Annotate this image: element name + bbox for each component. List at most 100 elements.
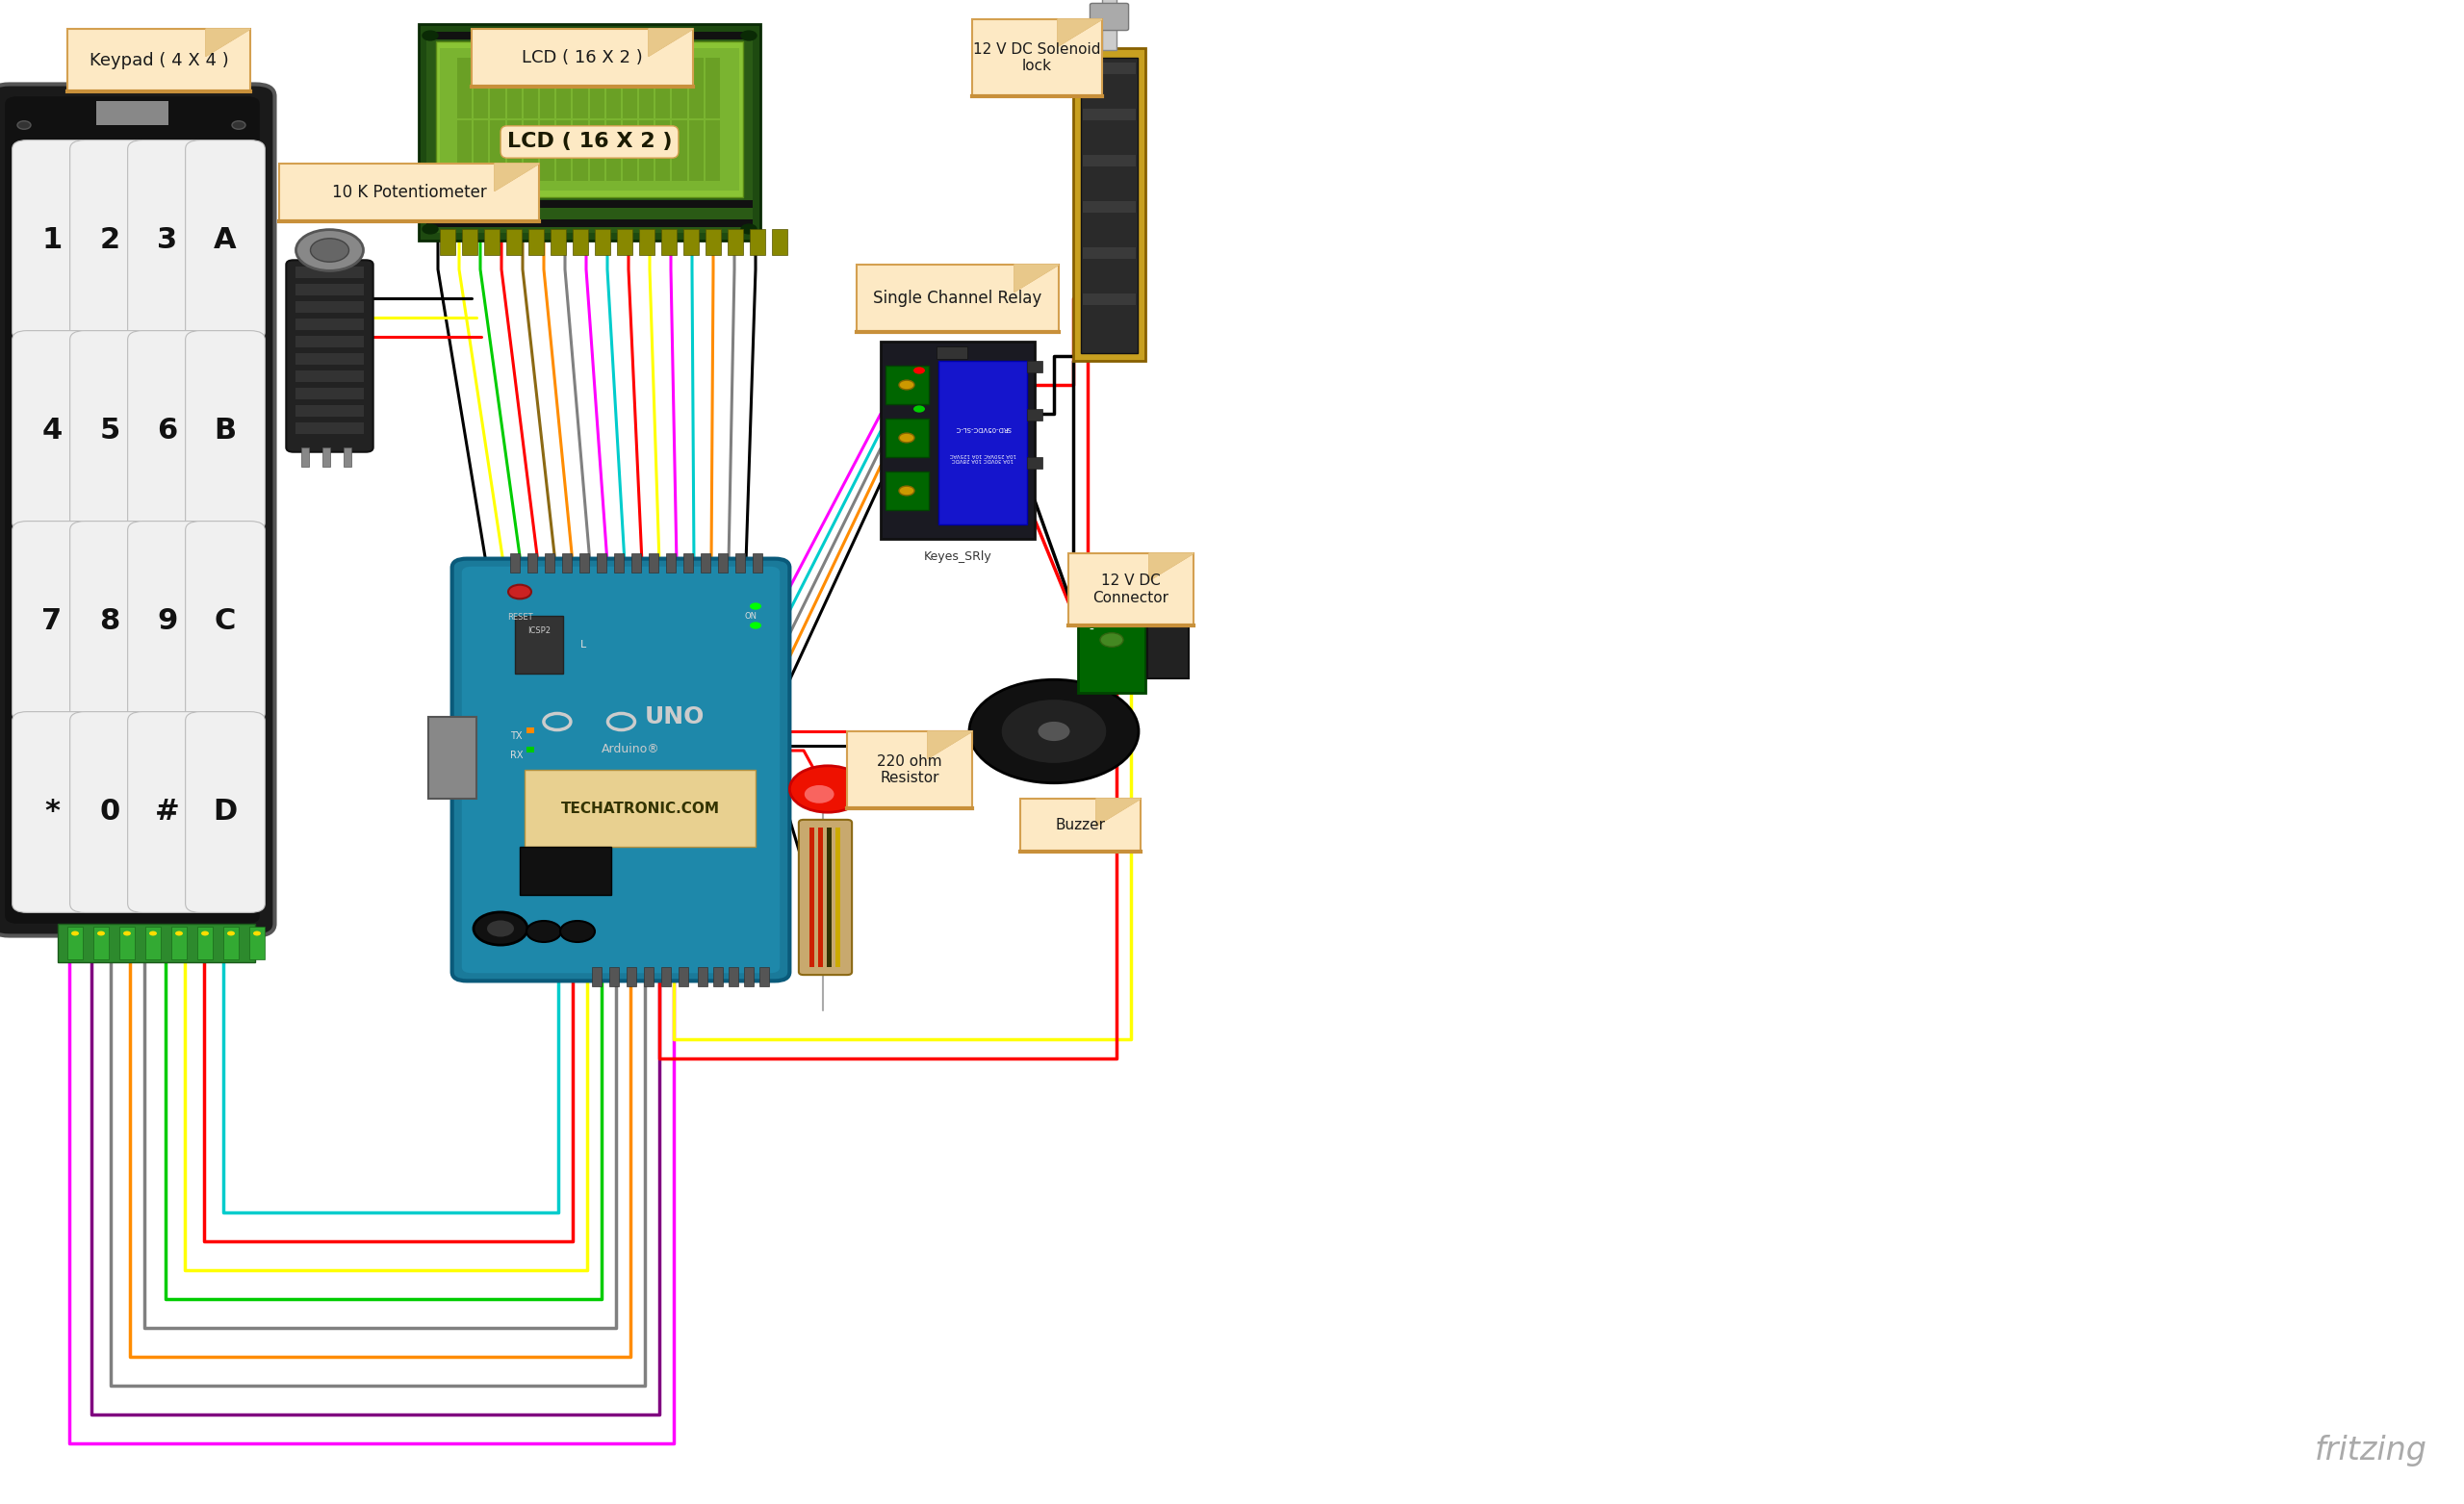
Bar bbox=[835, 827, 840, 967]
Circle shape bbox=[742, 224, 756, 233]
Text: RESET: RESET bbox=[508, 614, 532, 621]
Bar bbox=[811, 827, 813, 967]
Circle shape bbox=[899, 381, 914, 390]
Bar bbox=[515, 615, 564, 674]
Text: B: B bbox=[214, 417, 237, 445]
FancyBboxPatch shape bbox=[286, 260, 372, 453]
Bar bbox=[296, 335, 365, 347]
FancyBboxPatch shape bbox=[185, 331, 266, 531]
FancyBboxPatch shape bbox=[885, 418, 929, 457]
Bar bbox=[557, 120, 572, 180]
Circle shape bbox=[421, 32, 439, 41]
Text: 220 ohm
Resistor: 220 ohm Resistor bbox=[877, 754, 941, 785]
Circle shape bbox=[899, 433, 914, 442]
Text: 0: 0 bbox=[99, 799, 121, 826]
Bar bbox=[342, 448, 352, 466]
Bar bbox=[527, 728, 535, 734]
Bar bbox=[673, 57, 687, 119]
Bar bbox=[527, 229, 545, 256]
Bar bbox=[296, 370, 365, 382]
FancyBboxPatch shape bbox=[1074, 48, 1146, 361]
Bar bbox=[429, 717, 476, 799]
Bar bbox=[697, 967, 707, 987]
Text: ICSP2: ICSP2 bbox=[527, 626, 549, 635]
FancyBboxPatch shape bbox=[128, 711, 207, 913]
Bar bbox=[638, 229, 655, 256]
Bar bbox=[818, 827, 823, 967]
Bar bbox=[505, 229, 522, 256]
Polygon shape bbox=[648, 29, 692, 56]
Circle shape bbox=[232, 901, 246, 908]
Bar bbox=[591, 967, 601, 987]
Circle shape bbox=[296, 230, 362, 271]
Circle shape bbox=[1099, 590, 1124, 603]
Bar bbox=[1082, 293, 1136, 305]
Bar bbox=[579, 553, 589, 573]
Text: -: - bbox=[1089, 624, 1094, 638]
Text: 10 K Potentiometer: 10 K Potentiometer bbox=[333, 183, 485, 202]
Bar bbox=[1027, 361, 1042, 373]
Bar bbox=[522, 57, 537, 119]
Bar bbox=[458, 57, 471, 119]
Text: Single Channel Relay: Single Channel Relay bbox=[872, 290, 1042, 307]
Bar bbox=[1082, 63, 1136, 74]
Text: 10A 30VDC 10A 28VDC
10A 250VAC 10A 125VAC: 10A 30VDC 10A 28VDC 10A 250VAC 10A 125VA… bbox=[949, 451, 1015, 462]
FancyBboxPatch shape bbox=[436, 42, 744, 197]
Text: SRD-05VDC-SL-C: SRD-05VDC-SL-C bbox=[954, 426, 1010, 432]
Bar bbox=[631, 553, 641, 573]
FancyBboxPatch shape bbox=[857, 265, 1060, 332]
FancyBboxPatch shape bbox=[419, 24, 761, 241]
Text: 6: 6 bbox=[158, 417, 177, 445]
Circle shape bbox=[254, 931, 261, 935]
Bar bbox=[705, 120, 719, 180]
Bar bbox=[752, 553, 761, 573]
Text: TECHATRONIC.COM: TECHATRONIC.COM bbox=[562, 802, 719, 815]
Circle shape bbox=[71, 931, 79, 935]
Text: Arduino®: Arduino® bbox=[601, 743, 660, 755]
Bar bbox=[1101, 0, 1116, 50]
Bar bbox=[609, 967, 618, 987]
Bar bbox=[574, 57, 586, 119]
Bar bbox=[323, 448, 330, 466]
Text: 2: 2 bbox=[99, 227, 121, 254]
FancyBboxPatch shape bbox=[441, 48, 739, 191]
Bar bbox=[1082, 155, 1136, 167]
Bar bbox=[296, 388, 365, 400]
FancyBboxPatch shape bbox=[185, 522, 266, 722]
Bar bbox=[508, 120, 522, 180]
Circle shape bbox=[742, 32, 756, 41]
Bar bbox=[643, 967, 653, 987]
Circle shape bbox=[227, 931, 234, 935]
Circle shape bbox=[202, 931, 209, 935]
Circle shape bbox=[1000, 699, 1106, 764]
FancyBboxPatch shape bbox=[12, 711, 91, 913]
Text: #: # bbox=[155, 799, 180, 826]
FancyBboxPatch shape bbox=[12, 140, 91, 341]
FancyBboxPatch shape bbox=[1069, 553, 1193, 626]
Bar bbox=[1027, 457, 1042, 469]
Bar bbox=[527, 553, 537, 573]
Bar bbox=[1082, 202, 1136, 212]
Bar bbox=[771, 229, 788, 256]
Bar bbox=[638, 120, 653, 180]
Bar bbox=[589, 57, 604, 119]
Circle shape bbox=[968, 680, 1138, 784]
Bar bbox=[197, 926, 212, 960]
Bar bbox=[562, 553, 572, 573]
Bar bbox=[616, 229, 633, 256]
Bar bbox=[1148, 582, 1188, 678]
Text: 9: 9 bbox=[158, 608, 177, 636]
Text: UNO: UNO bbox=[646, 705, 705, 728]
Bar bbox=[828, 827, 833, 967]
Bar bbox=[557, 57, 572, 119]
Circle shape bbox=[421, 224, 439, 233]
Text: Keyes_SRly: Keyes_SRly bbox=[924, 550, 991, 562]
Bar bbox=[596, 553, 606, 573]
FancyBboxPatch shape bbox=[461, 567, 779, 973]
Bar bbox=[648, 553, 658, 573]
FancyBboxPatch shape bbox=[885, 471, 929, 510]
Text: 12 V DC
Connector: 12 V DC Connector bbox=[1094, 575, 1168, 605]
Bar bbox=[660, 229, 678, 256]
Bar bbox=[683, 553, 692, 573]
Circle shape bbox=[1099, 633, 1124, 647]
